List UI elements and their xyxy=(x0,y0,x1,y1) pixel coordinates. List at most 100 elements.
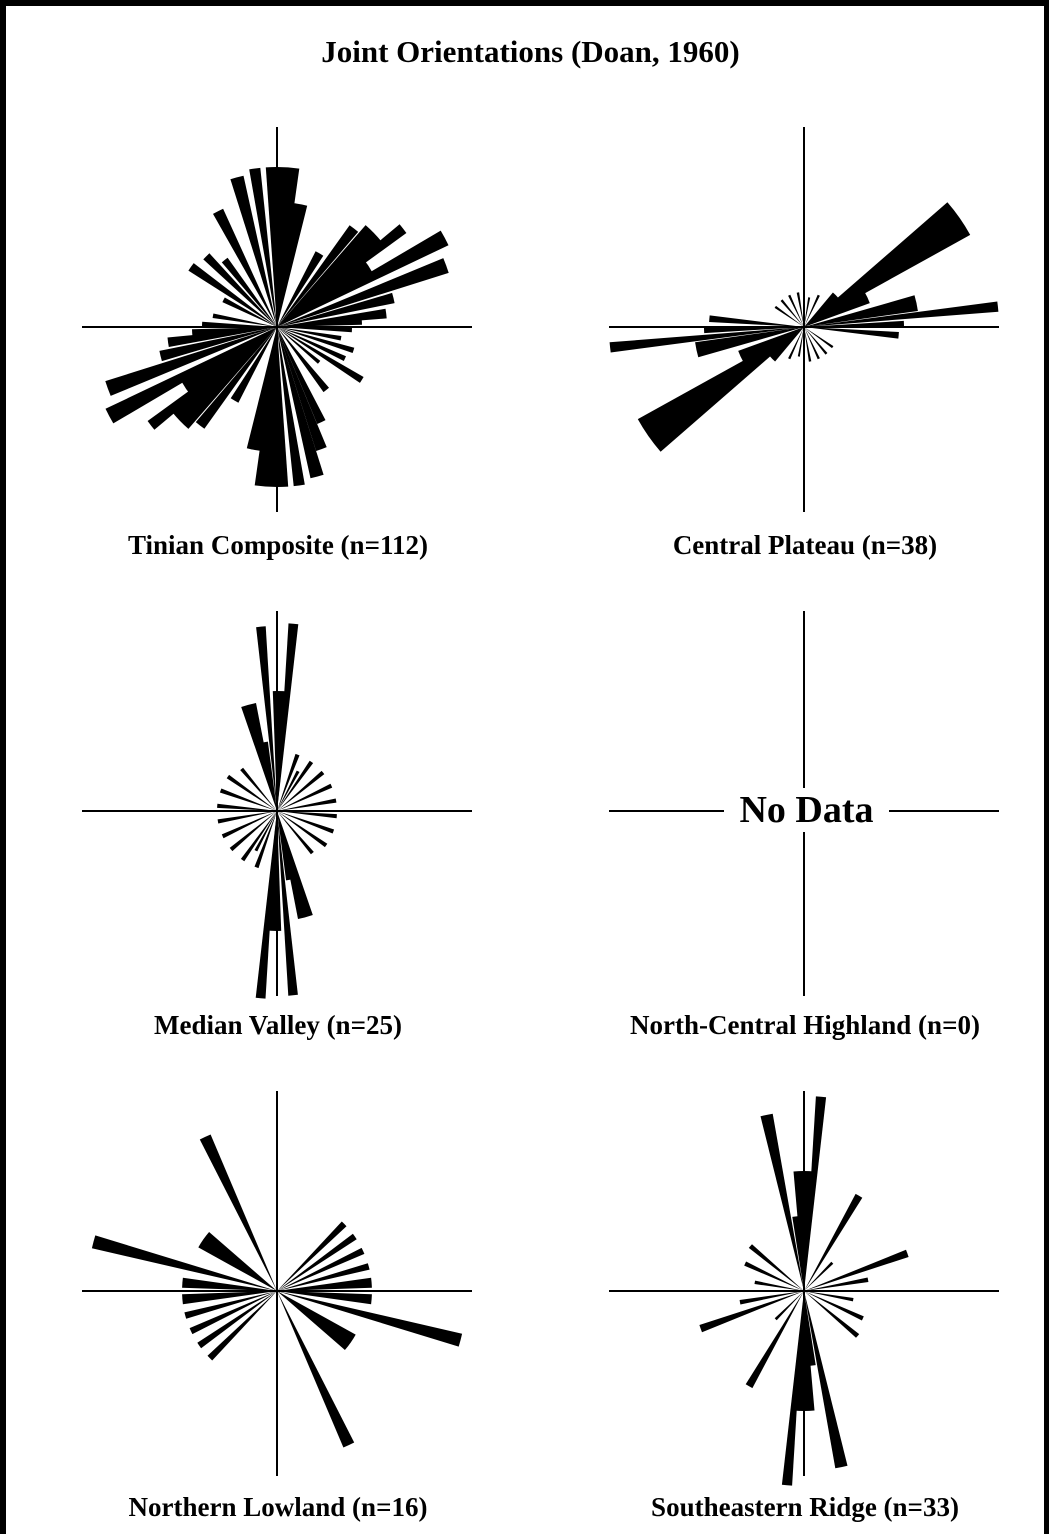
rose-petal xyxy=(195,327,277,429)
rose-petal xyxy=(272,691,290,811)
rose-petal xyxy=(217,811,277,824)
rose-petal xyxy=(217,803,277,811)
rose-petal xyxy=(774,305,804,327)
rose-petal xyxy=(230,327,277,403)
rose-petal xyxy=(254,811,277,869)
rose-petal xyxy=(277,753,300,811)
rose-petal xyxy=(277,1263,370,1291)
rose-petal xyxy=(804,327,899,339)
rose-southeastern-ridge xyxy=(609,1091,999,1486)
rose-petal xyxy=(804,1291,854,1302)
rose-petal xyxy=(277,327,305,487)
rose-petal xyxy=(221,811,277,839)
rose-petal xyxy=(230,175,277,327)
rose-petal xyxy=(804,297,811,327)
rose-petal xyxy=(748,1244,804,1291)
rose-petal xyxy=(804,292,870,327)
rose-petal xyxy=(277,1277,372,1291)
rose-petal xyxy=(709,315,804,327)
rose-diagrams xyxy=(82,127,999,1486)
rose-petal xyxy=(695,327,804,358)
rose-petal xyxy=(277,760,314,811)
rose-petal xyxy=(226,774,277,811)
rose-petal xyxy=(792,1216,804,1291)
rose-petal xyxy=(804,1249,909,1291)
rose-petal xyxy=(246,327,277,452)
rose-petal xyxy=(744,1261,804,1291)
rose-petal xyxy=(197,1291,277,1349)
rose-petal xyxy=(192,327,277,337)
rose-petal xyxy=(277,1221,347,1291)
rose-petal xyxy=(804,1193,863,1291)
rose-petal xyxy=(793,1291,815,1411)
rose-petal xyxy=(105,327,277,424)
rose-petal xyxy=(277,292,395,327)
rose-petal xyxy=(198,1232,277,1291)
rose-petal xyxy=(277,1233,357,1291)
panel-label-central-plateau: Central Plateau (n=38) xyxy=(672,530,938,560)
rose-petal xyxy=(188,263,277,327)
rose-petal xyxy=(780,299,804,327)
rose-petal xyxy=(277,251,324,327)
rose-petal xyxy=(277,257,374,327)
panel-label-median-valley: Median Valley (n=25) xyxy=(154,1010,402,1040)
rose-petal xyxy=(241,703,277,811)
rose-petal xyxy=(797,327,804,357)
rose-petal xyxy=(229,811,277,852)
rose-petal xyxy=(182,1291,277,1305)
panel-label-northern-lowland: Northern Lowland (n=16) xyxy=(128,1492,428,1522)
rose-petal xyxy=(255,811,277,999)
rose-petal xyxy=(277,1291,463,1347)
rose-petal xyxy=(277,308,387,327)
panel-label-southeastern-ridge: Southeastern Ridge (n=33) xyxy=(651,1492,959,1522)
rose-petal xyxy=(277,811,293,881)
rose-petal xyxy=(774,1291,804,1321)
rose-petal xyxy=(277,202,308,327)
rose-petal xyxy=(277,798,337,811)
rose-petal xyxy=(781,1291,804,1486)
rose-petal xyxy=(745,1291,804,1389)
rose-petal xyxy=(804,327,820,360)
rose-petal xyxy=(277,230,449,327)
rose-petal xyxy=(167,327,277,347)
rose-petal xyxy=(760,1113,804,1291)
rose-petal xyxy=(804,1291,816,1366)
rose-petal xyxy=(788,327,804,360)
rose-petal xyxy=(804,294,820,327)
rose-petal xyxy=(240,811,277,862)
rose-petal xyxy=(277,811,298,996)
panel-label-tinian-composite: Tinian Composite (n=112) xyxy=(128,530,428,560)
rose-petal xyxy=(277,770,300,811)
rose-petal xyxy=(277,327,346,361)
rose-petal xyxy=(804,1291,860,1338)
rose-petal xyxy=(804,202,971,327)
rose-petal xyxy=(277,811,335,834)
rose-petal xyxy=(738,327,804,362)
panel-label-north-central-highland: North-Central Highland (n=0) xyxy=(630,1010,980,1040)
rose-petal xyxy=(804,1291,848,1469)
rose-petal xyxy=(277,327,326,424)
rose-northern-lowland xyxy=(82,1091,472,1476)
rose-central-plateau xyxy=(609,127,999,512)
rose-petal xyxy=(159,327,277,362)
rose-petal xyxy=(804,327,812,362)
rose-petal xyxy=(277,225,359,327)
rose-petal xyxy=(277,327,327,451)
rose-petal xyxy=(277,327,329,393)
rose-petal xyxy=(277,1291,372,1305)
rose-petal xyxy=(277,225,382,327)
rose-petal xyxy=(804,327,828,355)
rose-petal xyxy=(793,1171,815,1291)
no-data-label: No Data xyxy=(724,788,889,832)
rose-petal xyxy=(277,327,364,383)
rose-petal xyxy=(277,327,342,341)
rose-petal xyxy=(804,1096,827,1291)
rose-petal xyxy=(804,1277,869,1291)
rose-petal xyxy=(199,1134,277,1291)
rose-petal xyxy=(704,327,804,334)
rose-petal xyxy=(277,783,333,811)
rose-petal xyxy=(277,1291,356,1350)
rose-petal xyxy=(796,292,804,327)
rose-petal xyxy=(277,258,449,327)
